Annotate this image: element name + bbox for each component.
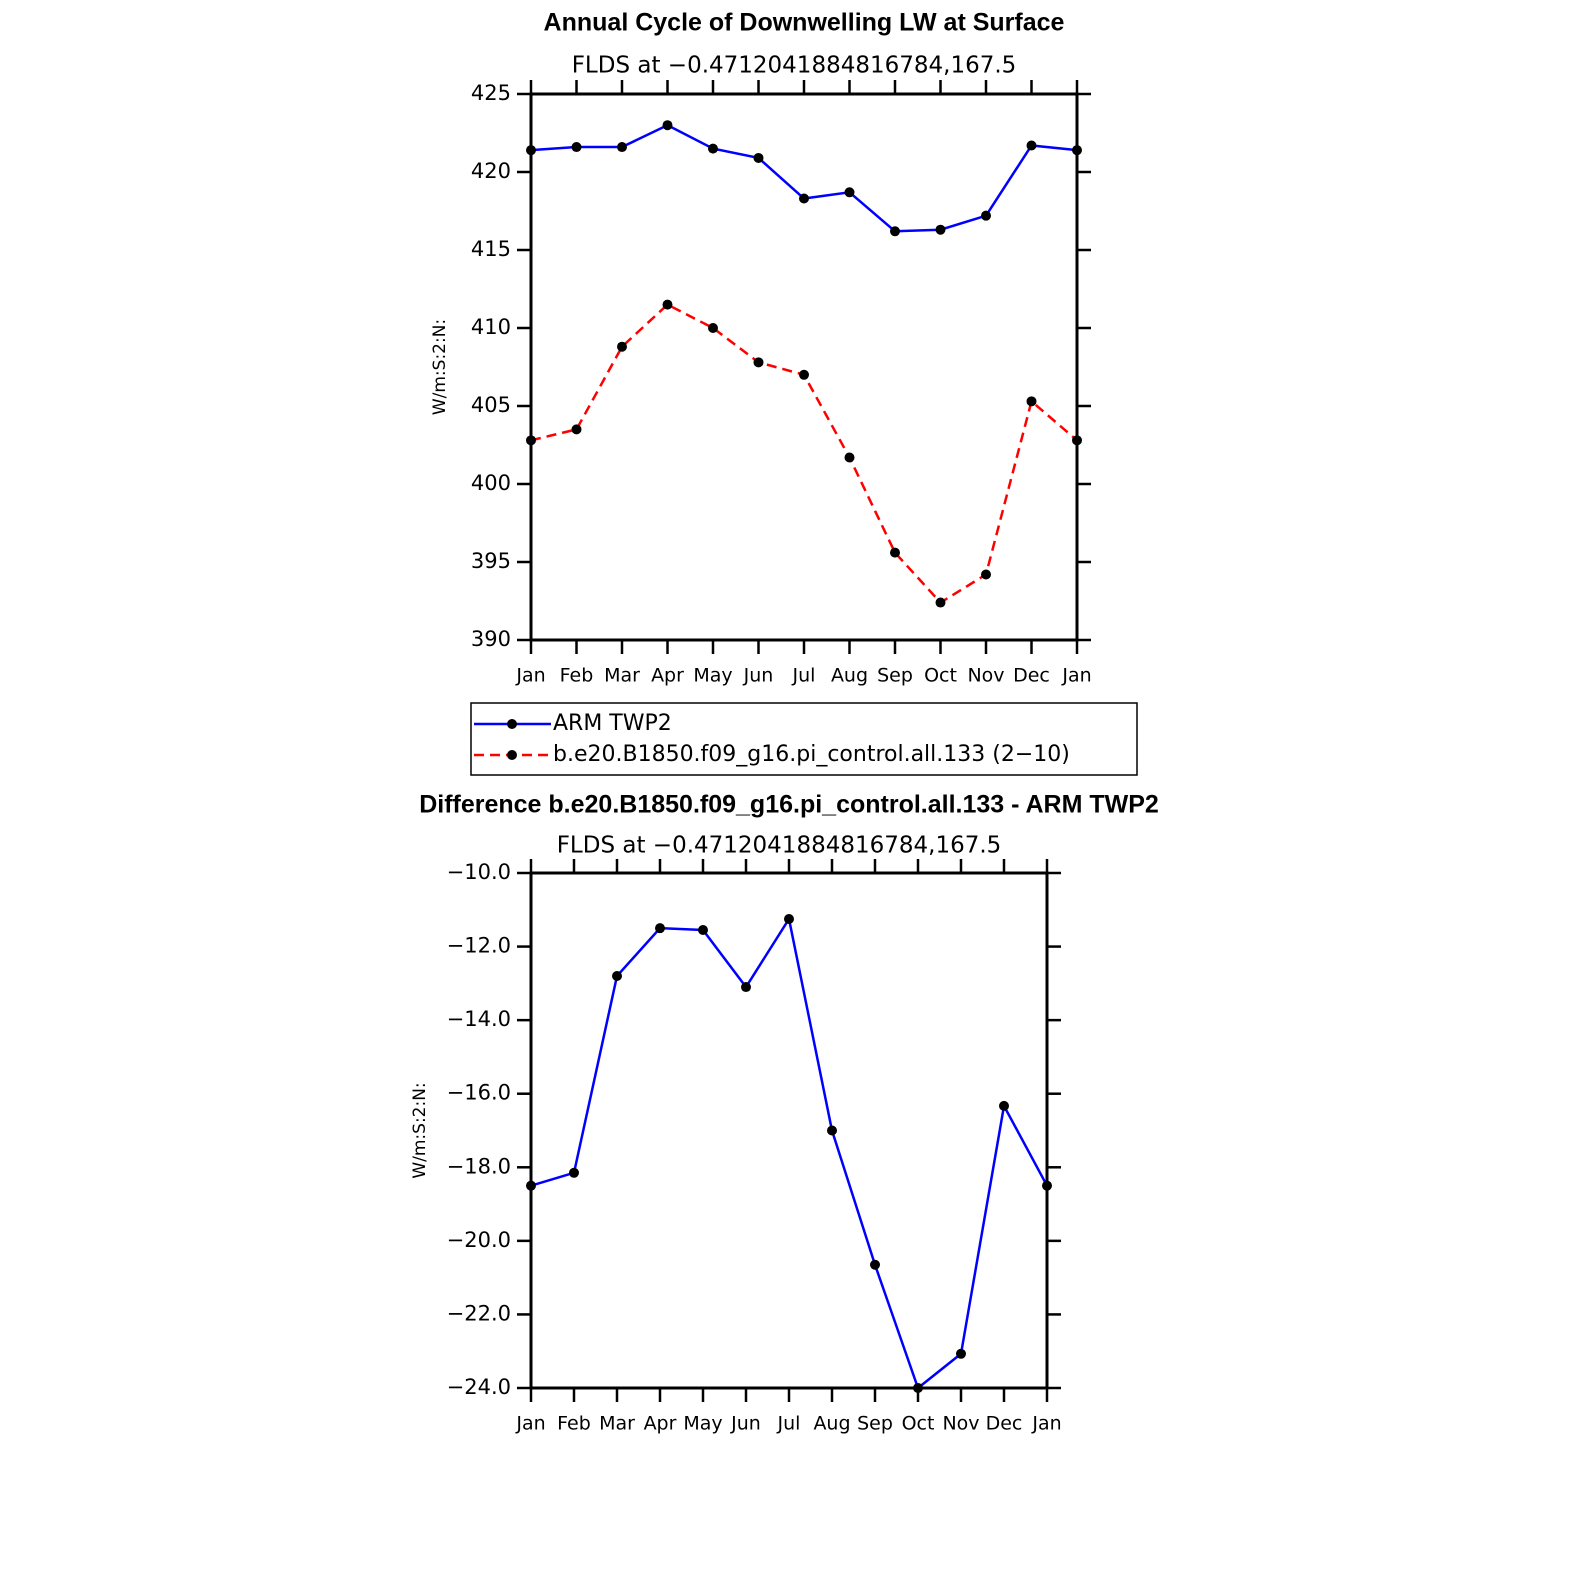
legend-marker [507,750,517,760]
point [935,597,946,608]
point [571,142,582,153]
x-tick-label: Apr [651,665,684,687]
x-tick-label: Sep [857,1413,893,1435]
point [753,357,764,368]
x-tick-label: Dec [1013,665,1050,687]
series-line [530,123,1078,233]
point [1026,140,1037,151]
point [1042,1180,1052,1191]
point [655,923,665,934]
x-tick-label: Dec [986,1413,1023,1435]
series-line [530,303,1078,605]
chart-subtitle: FLDS at −0.4712041884816784,167.5 [572,53,1017,79]
x-tick-label: Jan [1061,665,1091,687]
point [526,1180,536,1191]
y-tick-label: 405 [471,393,511,417]
legend-marker [507,719,517,729]
y-tick-label: 395 [471,549,511,573]
x-tick-label: Oct [924,665,957,687]
point [956,1348,966,1359]
point [844,187,855,198]
plot-frame [529,92,1079,642]
point [799,369,809,380]
x-tick-label: Oct [902,1413,935,1435]
x-tick-label: Jul [777,1413,801,1435]
x-tick-label: May [683,1413,722,1435]
point [708,323,718,333]
x-tick-label: Jan [515,1413,545,1435]
y-axis-label: W/m:S:2:N: [410,1082,430,1178]
x-tick-label: Mar [599,1413,635,1435]
y-tick-label: −20.0 [447,1228,511,1252]
point [844,452,855,463]
y-tick-label: 390 [471,627,511,651]
series-line [530,915,1049,1391]
y-tick-label: −18.0 [447,1154,511,1178]
x-tick-label: Apr [644,1413,677,1435]
x-tick-label: Feb [560,665,594,687]
y-tick-label: −24.0 [447,1375,511,1399]
x-tick-label: Mar [604,665,640,687]
point [913,1383,923,1393]
point [981,569,991,580]
point [827,1125,837,1136]
point [799,193,809,204]
point [617,341,627,352]
legend-box [470,702,1138,776]
point [999,1100,1009,1111]
y-tick-label: −16.0 [447,1081,511,1105]
x-tick-label: Jan [1031,1413,1061,1435]
x-tick-label: Feb [557,1413,591,1435]
point [617,142,627,153]
x-tick-label: Nov [942,1413,979,1435]
point [612,971,622,981]
legend-label: ARM TWP2 [553,711,672,736]
y-tick-label: −14.0 [447,1007,511,1031]
x-tick-label: Aug [813,1413,850,1435]
y-tick-label: 420 [471,159,511,183]
chart-title: Difference b.e20.B1850.f09_g16.pi_contro… [419,791,1159,819]
point [741,982,751,993]
y-tick-label: −22.0 [447,1301,511,1325]
legend-label: b.e20.B1850.f09_g16.pi_control.all.133 (… [553,742,1070,767]
y-axis-label: W/m:S:2:N: [430,319,450,415]
y-tick-label: −10.0 [447,860,511,884]
y-tick-label: −12.0 [447,934,511,958]
point [1072,435,1082,446]
point [1026,396,1037,407]
point [753,152,764,163]
y-tick-label: 415 [471,237,511,261]
x-tick-label: Jan [515,665,545,687]
point [890,226,900,237]
y-tick-label: 425 [471,81,511,105]
x-tick-label: Aug [831,665,868,687]
x-tick-label: Jun [743,665,774,687]
point [870,1259,880,1270]
x-tick-label: Nov [967,665,1004,687]
x-tick-label: Sep [877,665,913,687]
point [935,224,946,235]
x-tick-label: Jun [730,1413,761,1435]
x-tick-label: Jul [792,665,816,687]
point [571,424,582,435]
point [981,210,991,221]
point [526,145,536,156]
point [698,925,708,936]
chart-title: Annual Cycle of Downwelling LW at Surfac… [544,9,1065,37]
x-tick-label: May [693,665,732,687]
point [569,1167,579,1178]
point [890,547,900,558]
point [662,120,673,131]
y-tick-label: 410 [471,315,511,339]
y-tick-label: 400 [471,471,511,495]
point [708,143,718,154]
point [784,913,794,924]
point [526,435,536,446]
point [662,299,673,310]
chart-subtitle: FLDS at −0.4712041884816784,167.5 [557,833,1002,859]
point [1072,145,1082,156]
